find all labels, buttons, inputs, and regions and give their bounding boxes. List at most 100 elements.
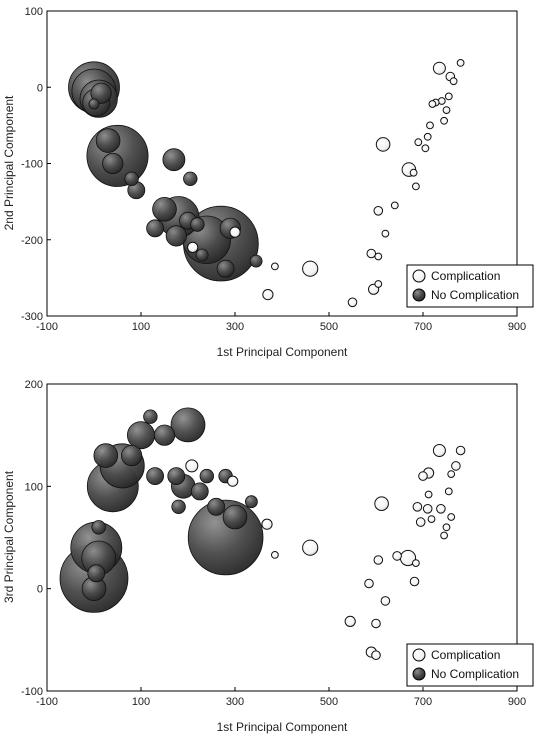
complication-point bbox=[302, 539, 319, 556]
complication-point bbox=[375, 137, 391, 152]
no-complication-point bbox=[207, 497, 226, 516]
complication-point bbox=[444, 92, 453, 101]
no-complication-point bbox=[171, 499, 186, 515]
complication-point bbox=[364, 578, 374, 589]
y-tick-label: -100 bbox=[21, 686, 43, 698]
no-complication-point bbox=[88, 98, 100, 110]
legend-entry-complication: Complication bbox=[431, 648, 500, 662]
no-complication-point bbox=[102, 152, 124, 175]
complication-point bbox=[381, 229, 390, 238]
x-tick-label: 900 bbox=[508, 696, 526, 708]
legend-entry-no-complication: No Complication bbox=[431, 288, 519, 302]
x-tick-label: 900 bbox=[508, 321, 526, 333]
complication-point bbox=[432, 444, 446, 457]
no-complication-point bbox=[216, 259, 235, 278]
no-complication-point bbox=[124, 171, 139, 187]
no-complication-point bbox=[170, 407, 206, 443]
chart-1: -100 100 300 500 700 900 -300 -200 -100 0 100 1st … bbox=[2, 6, 534, 359]
legend-marker-no-complication bbox=[412, 667, 426, 681]
legend-1: Complication No Complication bbox=[406, 264, 534, 308]
complication-point bbox=[451, 461, 461, 471]
legend-entry-complication: Complication bbox=[431, 269, 500, 283]
complication-point bbox=[422, 504, 433, 514]
no-complication-point bbox=[199, 468, 215, 484]
complication-point bbox=[424, 490, 433, 499]
no-complication-point bbox=[190, 217, 205, 232]
no-complication-point bbox=[95, 128, 121, 153]
complication-point bbox=[412, 502, 423, 512]
x-tick-label: 300 bbox=[226, 696, 244, 708]
y-tick-label: 200 bbox=[25, 379, 43, 391]
marks-group-2 bbox=[59, 407, 466, 661]
complication-point bbox=[444, 487, 453, 496]
no-complication-point bbox=[127, 421, 156, 450]
complication-point bbox=[440, 531, 449, 540]
complication-point bbox=[447, 470, 456, 479]
x-tick-label: -100 bbox=[36, 696, 58, 708]
y-tick-label: -300 bbox=[21, 311, 43, 323]
complication-point bbox=[271, 262, 279, 271]
complication-point bbox=[371, 650, 381, 661]
x-tick-label: 700 bbox=[414, 696, 432, 708]
no-complication-point bbox=[91, 520, 106, 535]
y-tick-label: -200 bbox=[21, 235, 43, 247]
complication-point bbox=[436, 504, 446, 514]
chart-2: -100 100 300 500 700 900 -100 0 100 200 1st Princ… bbox=[2, 379, 534, 734]
no-complication-point bbox=[195, 248, 209, 262]
complication-point bbox=[442, 106, 451, 114]
legend-marker-complication bbox=[412, 269, 426, 283]
complication-point bbox=[344, 615, 356, 628]
x-tick-label: 700 bbox=[414, 321, 432, 333]
x-axis-label: 1st Principal Component bbox=[217, 345, 348, 359]
complication-point bbox=[392, 551, 402, 561]
complication-point bbox=[415, 517, 426, 527]
complication-point bbox=[455, 445, 466, 456]
complication-point bbox=[380, 596, 391, 606]
complication-point bbox=[409, 168, 418, 177]
complication-point bbox=[432, 61, 446, 75]
complication-point bbox=[227, 475, 239, 487]
no-complication-point bbox=[143, 409, 158, 424]
legend-marker-no-complication bbox=[412, 288, 426, 302]
complication-point bbox=[371, 618, 381, 629]
y-tick-label: 100 bbox=[25, 481, 43, 493]
complication-point bbox=[412, 182, 420, 191]
no-complication-point bbox=[152, 197, 177, 222]
complication-point bbox=[373, 206, 384, 216]
complication-point bbox=[261, 518, 273, 530]
x-tick-label: 100 bbox=[132, 321, 150, 333]
plot-frame-2 bbox=[46, 383, 518, 692]
complication-point bbox=[373, 555, 384, 565]
y-tick-label: -100 bbox=[21, 159, 43, 171]
y-tick-label: 0 bbox=[37, 584, 43, 596]
complication-point bbox=[421, 144, 430, 153]
complication-point bbox=[427, 515, 436, 523]
no-complication-point bbox=[222, 504, 248, 530]
x-axis-label: 1st Principal Component bbox=[217, 720, 348, 734]
x-tick-label: 100 bbox=[132, 696, 150, 708]
y-tick-label: 100 bbox=[25, 6, 43, 18]
marks-group-1 bbox=[68, 59, 465, 308]
no-complication-point bbox=[146, 467, 165, 486]
no-complication-point bbox=[244, 495, 258, 509]
complication-point bbox=[374, 280, 383, 288]
complication-point bbox=[428, 100, 437, 108]
complication-point bbox=[185, 459, 199, 473]
x-tick-label: -100 bbox=[36, 321, 58, 333]
no-complication-point bbox=[162, 148, 186, 172]
legend-box bbox=[406, 643, 534, 687]
complication-point bbox=[442, 523, 451, 532]
complication-point bbox=[456, 59, 465, 67]
no-complication-point bbox=[153, 424, 176, 446]
no-complication-point bbox=[167, 467, 186, 486]
complication-point bbox=[187, 241, 199, 253]
y-axis-label: 3rd Principal Component bbox=[2, 470, 16, 603]
no-complication-point bbox=[93, 443, 119, 468]
tick-group-2: -100 100 300 500 700 900 -100 0 100 200 bbox=[21, 379, 526, 708]
legend-marker-complication bbox=[412, 648, 426, 662]
complication-point bbox=[366, 248, 377, 259]
y-axis-label: 2nd Principal Component bbox=[2, 95, 16, 230]
x-tick-label: 500 bbox=[320, 321, 338, 333]
no-complication-point bbox=[121, 444, 143, 467]
